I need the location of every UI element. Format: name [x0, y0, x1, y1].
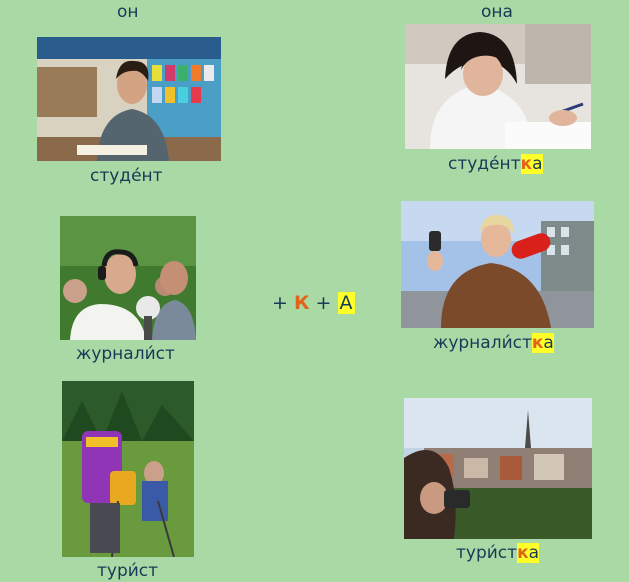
- tourist-female-label: тури́стка: [456, 543, 540, 563]
- formula-k: К: [293, 292, 310, 314]
- header-female: она: [481, 2, 513, 22]
- student-male-label: студе́нт: [90, 166, 163, 186]
- suffix-highlight: ка: [517, 543, 540, 563]
- header-male: он: [117, 2, 139, 22]
- student-woman-photo: [405, 24, 591, 149]
- student-man-photo: [37, 37, 221, 161]
- journalist-woman-photo: [401, 201, 594, 328]
- tourist-woman-photo: [404, 398, 592, 539]
- journalist-male-label: журнали́ст: [76, 344, 175, 364]
- journalist-female-label: журнали́стка: [433, 333, 554, 353]
- suffix-highlight: ка: [520, 154, 543, 174]
- formula-a: А: [337, 292, 355, 314]
- tourist-male-label: тури́ст: [97, 561, 159, 581]
- journalist-man-photo: [60, 216, 196, 340]
- suffix-highlight: ка: [531, 333, 554, 353]
- tourist-man-photo: [62, 381, 194, 557]
- suffix-formula: + К + А: [272, 292, 355, 314]
- student-female-label: студе́нтка: [448, 154, 543, 174]
